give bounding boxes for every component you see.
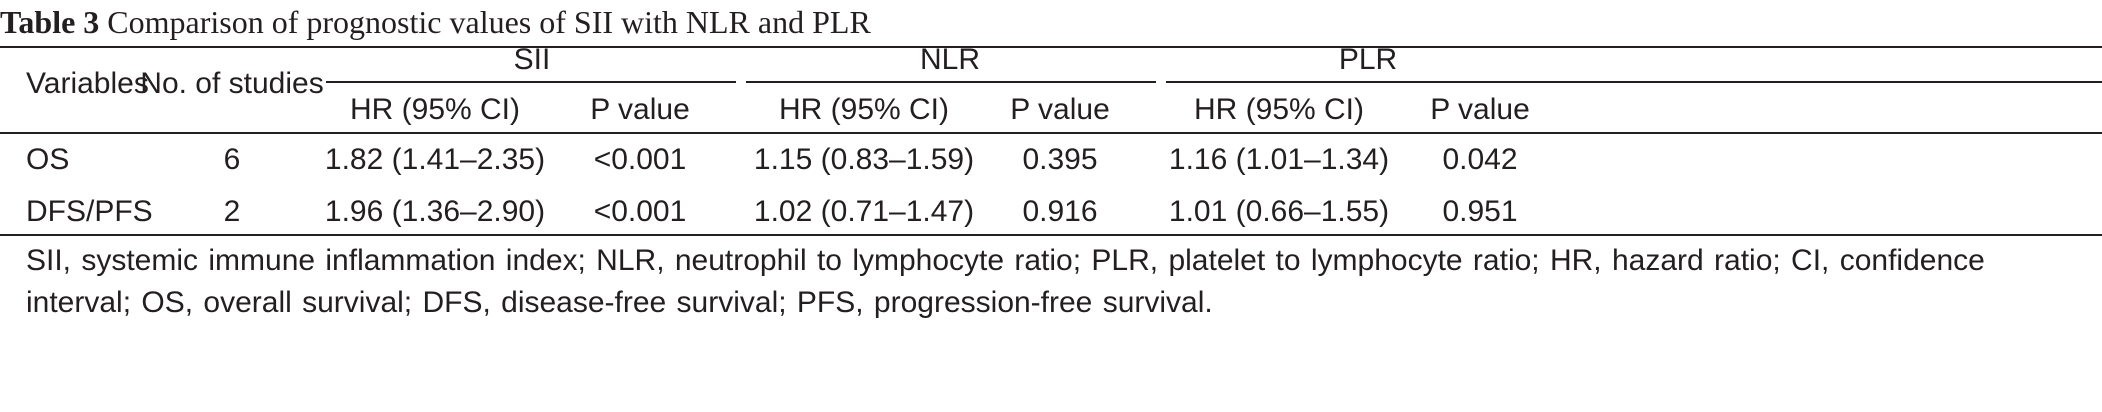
group-rule-nlr — [746, 81, 1156, 83]
header-variables: Variables — [26, 67, 149, 100]
row-os-nlr-p: 0.395 — [1022, 143, 1098, 176]
header-studies: No. of studies — [140, 67, 324, 100]
header-group-sii: SII — [513, 43, 551, 76]
row-dfs-sii-p: <0.001 — [593, 195, 687, 228]
header-plr-hr: HR (95% CI) — [1193, 93, 1365, 126]
row-dfs-studies: 2 — [223, 195, 241, 228]
header-group-plr: PLR — [1338, 43, 1398, 76]
row-os-sii-hr: 1.82 (1.41–2.35) — [324, 143, 546, 176]
row-os-plr-hr: 1.16 (1.01–1.34) — [1168, 143, 1390, 176]
table-caption: Table 3 Comparison of prognostic values … — [0, 4, 871, 40]
header-plr-p: P value — [1430, 93, 1530, 126]
row-dfs-nlr-p: 0.916 — [1022, 195, 1098, 228]
row-dfs-sii-hr: 1.96 (1.36–2.90) — [324, 195, 546, 228]
row-dfs-variable: DFS/PFS — [26, 195, 153, 228]
group-rule-sii — [326, 81, 736, 83]
header-bottom-rule — [0, 132, 2102, 134]
header-nlr-p: P value — [1010, 93, 1110, 126]
header-nlr-hr: HR (95% CI) — [778, 93, 950, 126]
table-title: Comparison of prognostic values of SII w… — [107, 4, 871, 40]
row-os-studies: 6 — [223, 143, 241, 176]
header-sii-hr: HR (95% CI) — [349, 93, 521, 126]
row-os-plr-p: 0.042 — [1442, 143, 1518, 176]
table-number: Table 3 — [0, 4, 100, 40]
row-os-nlr-hr: 1.15 (0.83–1.59) — [753, 143, 975, 176]
header-sii-p: P value — [590, 93, 690, 126]
table-top-rule — [0, 46, 2102, 48]
row-dfs-plr-hr: 1.01 (0.66–1.55) — [1168, 195, 1390, 228]
row-os-sii-p: <0.001 — [593, 143, 687, 176]
row-dfs-plr-p: 0.951 — [1442, 195, 1518, 228]
row-dfs-nlr-hr: 1.02 (0.71–1.47) — [753, 195, 975, 228]
table-footnote: SII, systemic immune inflammation index;… — [26, 244, 1985, 319]
table-bottom-rule — [0, 234, 2102, 236]
row-os-variable: OS — [26, 143, 70, 176]
group-rule-plr — [1166, 81, 2102, 83]
header-group-nlr: NLR — [919, 43, 981, 76]
